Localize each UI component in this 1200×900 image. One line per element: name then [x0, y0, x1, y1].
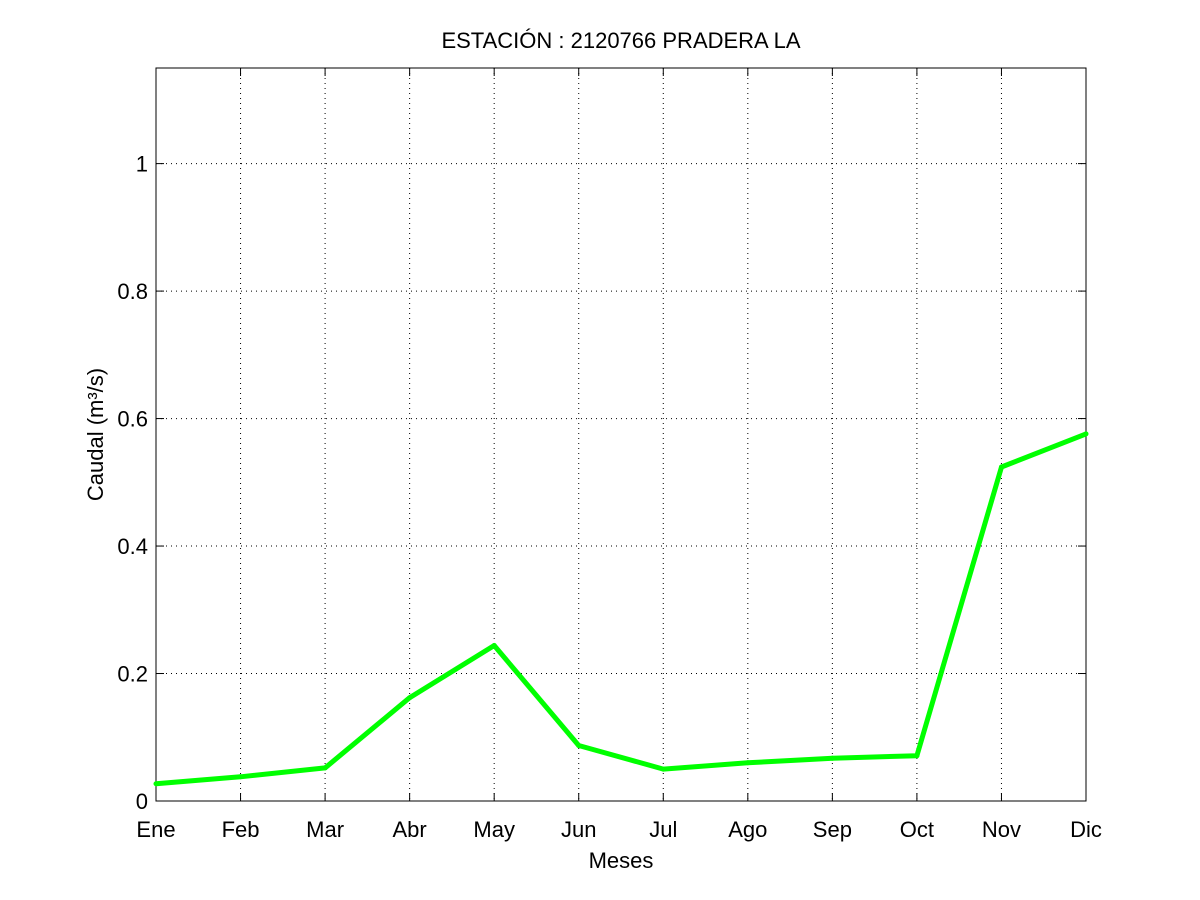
data-point [491, 642, 497, 648]
data-point [998, 464, 1004, 470]
data-point [238, 774, 244, 780]
data-point [660, 766, 666, 772]
y-axis-label: Caudal (m³/s) [83, 368, 108, 501]
x-tick-label: Ene [136, 817, 175, 842]
y-tick-label: 0 [136, 789, 148, 814]
y-tick-label: 0.2 [117, 662, 148, 687]
series-line [155, 431, 1087, 787]
tick-layer: Ene Feb Mar Abr May Jun Jul Ago Sep Oct Nov Dic 0 0.2… [117, 68, 1102, 842]
grid-layer [156, 68, 1086, 801]
data-point [153, 781, 159, 787]
x-tick-label: Dic [1070, 817, 1102, 842]
x-tick-label: Oct [900, 817, 934, 842]
y-tick-label: 0.6 [117, 407, 148, 432]
x-tick-label: Feb [222, 817, 260, 842]
x-tick-label: May [473, 817, 515, 842]
x-tick-label: Nov [982, 817, 1021, 842]
chart-title: ESTACIÓN : 2120766 PRADERA LA [441, 28, 800, 53]
x-tick-label: Ago [728, 817, 767, 842]
x-tick-label: Jul [649, 817, 677, 842]
x-tick-label: Mar [306, 817, 344, 842]
data-point [745, 760, 751, 766]
data-point [322, 765, 328, 771]
x-tick-label: Abr [393, 817, 427, 842]
data-point [914, 753, 920, 759]
y-tick-label: 1 [136, 152, 148, 177]
data-point [576, 743, 582, 749]
data-point [829, 755, 835, 761]
x-axis-label: Meses [589, 848, 654, 873]
data-point [407, 695, 413, 701]
series-layer [153, 431, 1089, 787]
y-tick-label: 0.8 [117, 279, 148, 304]
data-point [1083, 431, 1089, 437]
x-tick-label: Sep [813, 817, 852, 842]
y-tick-label: 0.4 [117, 534, 148, 559]
axes-frame [155, 67, 1087, 802]
x-tick-label: Jun [561, 817, 596, 842]
